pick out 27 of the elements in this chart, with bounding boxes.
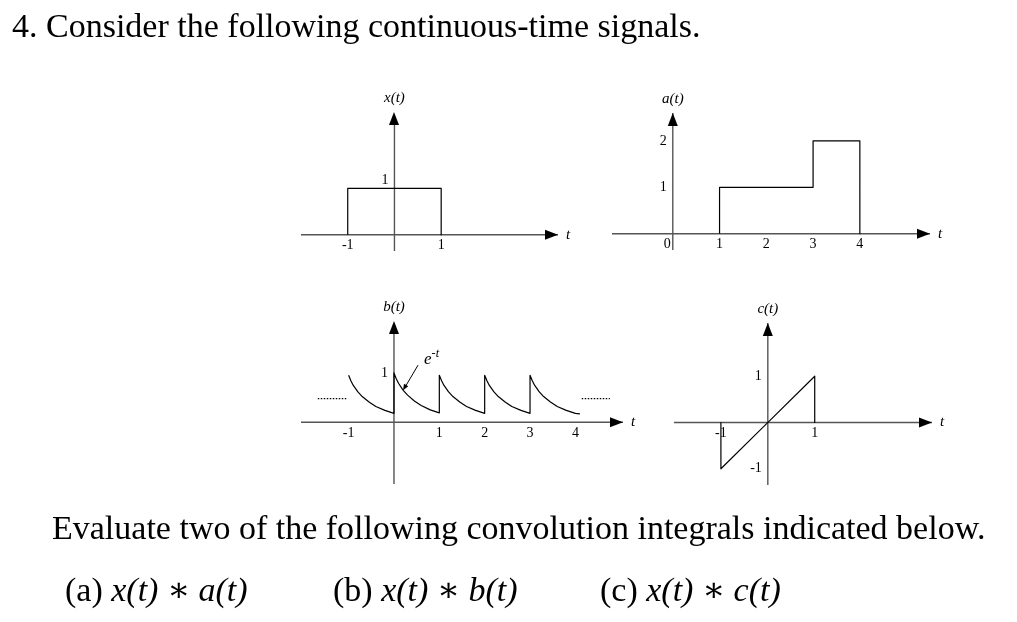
x-tick-label: 3 [526,424,534,440]
x-axis-title: t [940,413,945,430]
annotation: 1 [381,172,389,188]
text: Evaluate two of the following convolution integrals indicated below. [52,508,986,548]
y-axis-title: a(t) [661,90,684,108]
x-tick-label: -1 [342,424,355,440]
text: 4. Consider the following continuous-time signals. [12,6,701,46]
x-tick-label: 4 [571,424,579,440]
y-axis-title: c(t) [757,300,779,318]
x-tick-label: 1 [435,424,443,440]
x-tick-label: 1 [437,237,445,253]
text: (a) x(t) ∗ a(t) [65,571,248,608]
x-tick-label: 1 [716,236,724,252]
x-tick-label: 2 [481,424,489,440]
x-tick-label: 0 [663,236,671,252]
x-axis-title: t [631,413,636,430]
x-axis-title: t [938,224,943,241]
y-axis-title: x(t) [383,89,405,107]
text: (c) x(t) ∗ c(t) [600,571,781,608]
x-axis-title: t [566,225,571,242]
x-tick-label: -1 [341,237,354,253]
y-axis-title: b(t) [383,298,405,316]
x-tick-label: 4 [856,236,864,252]
x-tick-label: 3 [809,236,817,252]
x-tick-label: 1 [811,425,819,441]
text: (b) x(t) ∗ b(t) [333,571,518,608]
annotation: 1 [380,364,388,380]
